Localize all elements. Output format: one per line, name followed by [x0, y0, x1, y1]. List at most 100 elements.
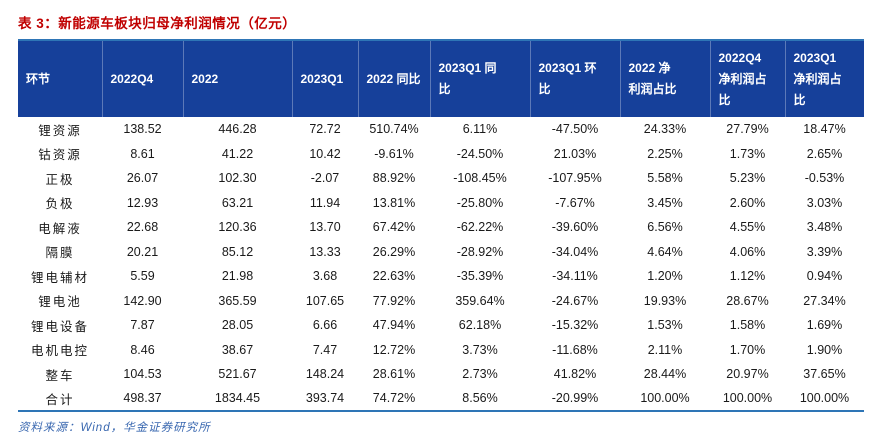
cell: 13.33	[309, 244, 341, 259]
cell: 3.39%	[806, 244, 843, 259]
cell: 62.18%	[458, 318, 502, 333]
table-row: 负极 12.93 63.21 11.94 13.81% -25.80% -7.67% 3.45…	[18, 191, 864, 216]
cell: 138.52	[123, 122, 162, 137]
cell: 4.64%	[647, 244, 683, 259]
row-label: 正极	[45, 172, 75, 187]
cell: 100.00%	[722, 391, 773, 406]
column-header: 环节	[18, 40, 103, 117]
cell: 521.67	[218, 367, 257, 382]
cell: 2.11%	[647, 342, 683, 357]
cell: 13.70	[309, 220, 341, 235]
cell: 85.12	[221, 244, 254, 259]
cell: 20.97%	[726, 367, 769, 382]
cell: 446.28	[218, 122, 257, 137]
cell: 1.69%	[806, 318, 843, 333]
net-profit-table: 环节 2022Q4 2022 2023Q1 2022 同比 2023Q1 同 比…	[18, 39, 864, 412]
cell: -15.32%	[551, 318, 599, 333]
cell: 24.33%	[643, 122, 687, 137]
cell: 3.73%	[462, 342, 498, 357]
cell: -107.95%	[548, 171, 602, 186]
cell: 1.70%	[729, 342, 766, 357]
cell: 104.53	[123, 367, 162, 382]
cell: 107.65	[305, 293, 345, 308]
cell: 102.30	[218, 171, 257, 186]
row-label: 电解液	[38, 221, 82, 236]
table-row: 整车 104.53 521.67 148.24 28.61% 2.73% 41.82% 28.…	[18, 362, 864, 387]
table-title: 表 3：新能源车板块归母净利润情况（亿元）	[18, 16, 297, 31]
table-row: 锂电设备 7.87 28.05 6.66 47.94% 62.18% -15.32% 1.53…	[18, 313, 864, 338]
cell: 6.66	[312, 318, 338, 333]
cell: 28.44%	[643, 367, 687, 382]
cell: 2.65%	[806, 146, 843, 161]
row-label: 合计	[45, 392, 75, 407]
table-row: 合计 498.37 1834.45 393.74 74.72% 8.56% -20.99% 1…	[18, 387, 864, 412]
cell: 28.67%	[726, 293, 769, 308]
cell: 5.23%	[729, 171, 766, 186]
row-label: 锂电池	[38, 295, 82, 310]
cell: -24.67%	[551, 293, 599, 308]
cell: 37.65%	[803, 367, 846, 382]
table-row: 钴资源 8.61 41.22 10.42 -9.61% -24.50% 21.03% 2.25…	[18, 142, 864, 167]
cell: -47.50%	[551, 122, 599, 137]
cell: 72.72	[309, 122, 341, 137]
cell: 22.68	[126, 220, 159, 235]
cell: 27.79%	[726, 122, 769, 137]
row-label: 锂电设备	[30, 319, 89, 334]
cell: 142.90	[123, 293, 162, 308]
cell: 10.42	[309, 146, 341, 161]
cell: 7.47	[312, 342, 338, 357]
cell: 41.82%	[553, 367, 597, 382]
cell: 38.67	[221, 342, 254, 357]
table-body: 锂资源 138.52 446.28 72.72 510.74% 6.11% -47.50% 2…	[18, 117, 864, 411]
cell: 63.21	[221, 195, 254, 210]
cell: 1834.45	[214, 391, 261, 406]
cell: 1.53%	[647, 318, 683, 333]
cell: 21.98	[221, 269, 254, 284]
cell: 359.64%	[455, 293, 505, 308]
cell: -35.39%	[456, 269, 504, 284]
cell: 4.55%	[729, 220, 766, 235]
row-label: 锂资源	[38, 123, 82, 138]
row-label: 锂电辅材	[30, 270, 89, 285]
cell: -62.22%	[456, 220, 504, 235]
cell: -28.92%	[456, 244, 504, 259]
row-label: 钴资源	[38, 148, 82, 163]
column-header: 2022Q4	[102, 40, 184, 117]
cell: -39.60%	[551, 220, 599, 235]
cell: 5.59	[130, 269, 155, 284]
cell: 3.68	[312, 269, 338, 284]
column-header: 2022 同比	[358, 40, 431, 117]
cell: 498.37	[123, 391, 162, 406]
column-header: 2023Q1 环 比	[530, 40, 621, 117]
cell: -34.04%	[551, 244, 599, 259]
cell: 26.29%	[372, 244, 416, 259]
cell: 2.73%	[462, 367, 498, 382]
cell: -9.61%	[374, 146, 414, 161]
table-row: 正极 26.07 102.30 -2.07 88.92% -108.45% -107.95%…	[18, 166, 864, 191]
cell: -20.99%	[551, 391, 599, 406]
row-label: 整车	[45, 368, 75, 383]
header-row: 环节 2022Q4 2022 2023Q1 2022 同比 2023Q1 同 比…	[18, 40, 864, 117]
cell: 19.93%	[643, 293, 687, 308]
cell: 8.56%	[462, 391, 498, 406]
cell: 8.46	[130, 342, 155, 357]
table-row: 锂资源 138.52 446.28 72.72 510.74% 6.11% -47.50% 2…	[18, 117, 864, 142]
cell: 47.94%	[372, 318, 416, 333]
cell: 1.90%	[806, 342, 843, 357]
cell: 7.87	[130, 318, 155, 333]
cell: -0.53%	[804, 171, 845, 186]
cell: 12.93	[126, 195, 159, 210]
cell: 3.48%	[806, 220, 843, 235]
cell: 5.58%	[647, 171, 683, 186]
column-header: 2023Q1	[292, 40, 359, 117]
table-row: 电机电控 8.46 38.67 7.47 12.72% 3.73% -11.68% 2.11%…	[18, 338, 864, 363]
cell: 28.61%	[372, 367, 416, 382]
row-label: 电机电控	[30, 344, 89, 359]
cell: -34.11%	[552, 269, 598, 284]
cell: 4.06%	[729, 244, 766, 259]
table-row: 锂电池 142.90 365.59 107.65 77.92% 359.64% -24.67…	[18, 289, 864, 314]
cell: -24.50%	[456, 146, 504, 161]
table-header: 环节 2022Q4 2022 2023Q1 2022 同比 2023Q1 同 比…	[18, 40, 864, 117]
cell: 510.74%	[369, 122, 419, 137]
table-row: 锂电辅材 5.59 21.98 3.68 22.63% -35.39% -34.11% 1.2…	[18, 264, 864, 289]
